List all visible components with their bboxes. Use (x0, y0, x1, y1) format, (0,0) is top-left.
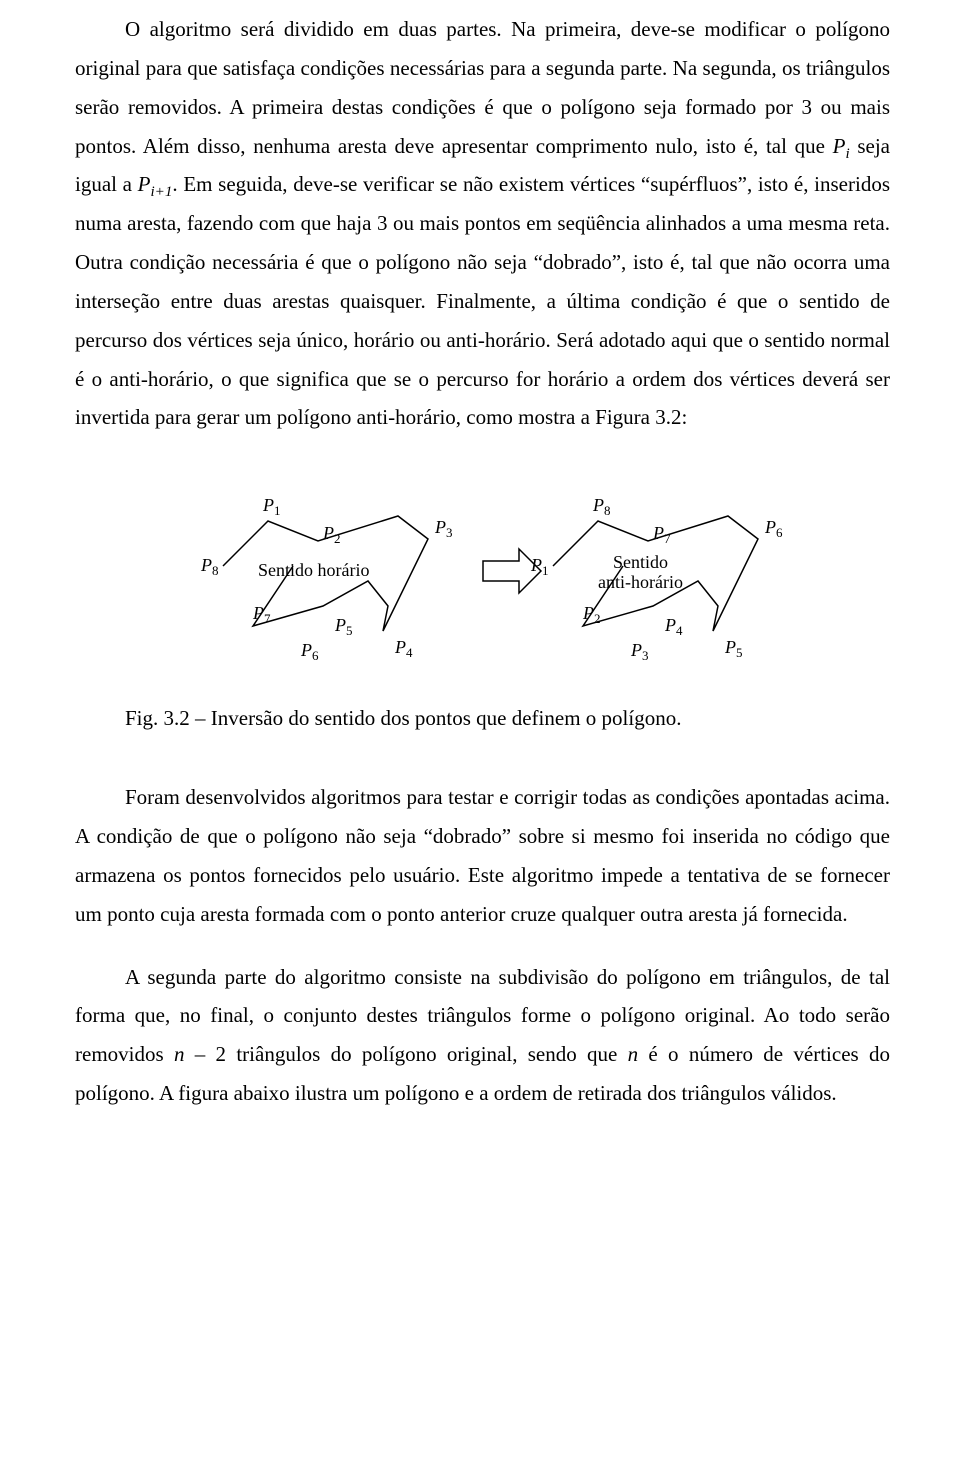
p3-text-b: – 2 triângulos do polígono original, sen… (184, 1042, 627, 1066)
body-paragraph-1: O algoritmo será dividido em duas partes… (75, 10, 890, 437)
body-paragraph-2: Foram desenvolvidos algoritmos para test… (75, 778, 890, 933)
right-inside-text-1: Sentido (613, 552, 668, 572)
vertex-label: P4 (394, 637, 413, 660)
vertex-label: P6 (300, 640, 319, 663)
vertex-label: P5 (334, 615, 353, 638)
vertex-label: P8 (592, 495, 611, 518)
vertex-label: P6 (764, 517, 783, 540)
vertex-label: P7 (252, 603, 271, 626)
vertex-label: P4 (664, 615, 683, 638)
p1-text-a: O algoritmo será dividido em duas partes… (75, 17, 890, 158)
vertex-label: P5 (724, 637, 743, 660)
vertex-label: P1 (530, 555, 549, 578)
right-inside-text-2: anti-horário (598, 572, 683, 592)
vertex-label: P7 (652, 523, 671, 546)
math-n-1: n (174, 1042, 185, 1066)
math-n-2: n (628, 1042, 639, 1066)
vertex-label: P2 (322, 523, 341, 546)
left-inside-text: Sentido horário (258, 560, 369, 580)
p1-text-c: . Em seguida, deve-se verificar se não e… (75, 172, 890, 429)
vertex-label: P2 (582, 603, 601, 626)
figure-caption: Fig. 3.2 – Inversão do sentido dos ponto… (125, 699, 890, 738)
figure-svg: Sentido horário P1 P2 P3 P4 P5 P6 P7 P8 Sentido… (83, 471, 883, 681)
math-P-2: P (138, 172, 151, 196)
vertex-label: P1 (262, 495, 281, 518)
math-P-1: P (833, 134, 846, 158)
vertex-label: P3 (630, 640, 649, 663)
math-sub-i1: i+1 (150, 185, 172, 201)
vertex-label: P3 (434, 517, 453, 540)
vertex-label: P8 (200, 555, 219, 578)
figure-3-2: Sentido horário P1 P2 P3 P4 P5 P6 P7 P8 Sentido… (75, 461, 890, 778)
body-paragraph-3: A segunda parte do algoritmo consiste na… (75, 958, 890, 1113)
